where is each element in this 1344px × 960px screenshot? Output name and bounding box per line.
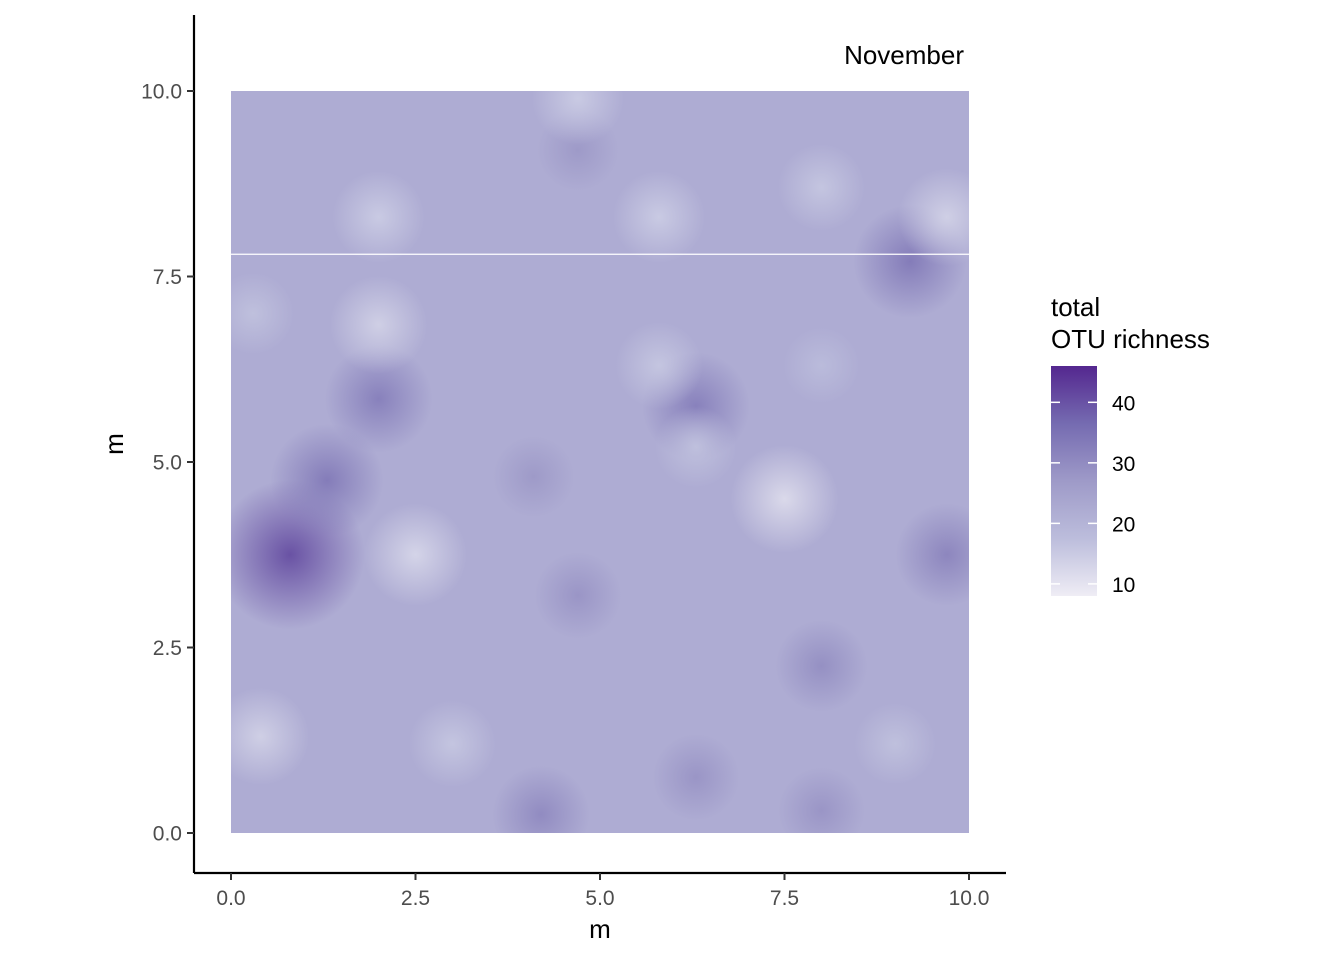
raster-hotspot — [775, 619, 868, 713]
raster-hotspot — [231, 272, 295, 355]
legend-colorbar — [1051, 366, 1097, 596]
legend-ticks: 40 30 20 10 — [1051, 392, 1135, 597]
x-tick-label: 7.5 — [770, 887, 799, 910]
plot-panel — [231, 91, 969, 833]
y-tick-label: 2.5 — [153, 637, 182, 660]
raster-hotspot — [492, 765, 590, 833]
legend-title-line-1: total — [1051, 292, 1100, 322]
legend-tick-label: 40 — [1112, 392, 1135, 415]
y-axis-ticks: 0.0 2.5 5.0 7.5 10.0 — [141, 81, 194, 846]
raster-hotspot — [654, 406, 737, 489]
raster-hotspot — [777, 767, 865, 833]
raster-hotspot — [854, 702, 937, 785]
x-tick-label: 0.0 — [216, 887, 245, 910]
x-tick-label: 2.5 — [401, 887, 430, 910]
y-tick-label: 0.0 — [153, 823, 182, 846]
raster-hotspot — [332, 170, 425, 264]
raster-hotspot — [612, 170, 706, 264]
raster-hotspot — [895, 503, 969, 607]
raster-hotspot — [231, 687, 310, 786]
raster-hotspot — [324, 344, 433, 453]
legend-title-line-2: OTU richness — [1051, 324, 1210, 354]
legend-tick-label: 30 — [1112, 453, 1135, 476]
x-tick-label: 10.0 — [949, 887, 990, 910]
y-tick-label: 10.0 — [141, 81, 182, 104]
raster-hotspot — [783, 327, 860, 404]
raster-hotspot — [329, 275, 428, 374]
x-axis-ticks: 0.0 2.5 5.0 7.5 10.0 — [216, 873, 989, 910]
axes: 0.0 2.5 5.0 7.5 10.0 0.0 2.5 5.0 7.5 10.0 — [141, 15, 1006, 910]
raster-hotspot — [777, 143, 866, 232]
y-tick-label: 7.5 — [153, 266, 182, 289]
raster-hotspot — [652, 733, 740, 821]
legend-tick-label: 10 — [1112, 574, 1135, 597]
raster-hotspot — [898, 168, 969, 266]
raster-hotspot — [408, 700, 496, 788]
y-tick-label: 5.0 — [153, 452, 182, 475]
raster-hotspot — [615, 321, 703, 410]
x-tick-label: 5.0 — [585, 887, 614, 910]
raster-hotspot — [531, 91, 625, 145]
raster-field — [231, 91, 969, 833]
raster-hotspot — [364, 503, 467, 607]
raster-hotspot — [730, 445, 839, 554]
y-axis-title: m — [99, 433, 129, 455]
color-legend: total OTU richness 40 30 20 10 — [1051, 292, 1210, 597]
legend-tick-label: 20 — [1112, 513, 1135, 536]
raster-hotspot — [534, 551, 622, 640]
x-axis-title: m — [589, 914, 611, 944]
month-annotation: November — [844, 40, 964, 70]
raster-hotspot — [492, 435, 575, 518]
raster-hotspot — [270, 423, 384, 538]
